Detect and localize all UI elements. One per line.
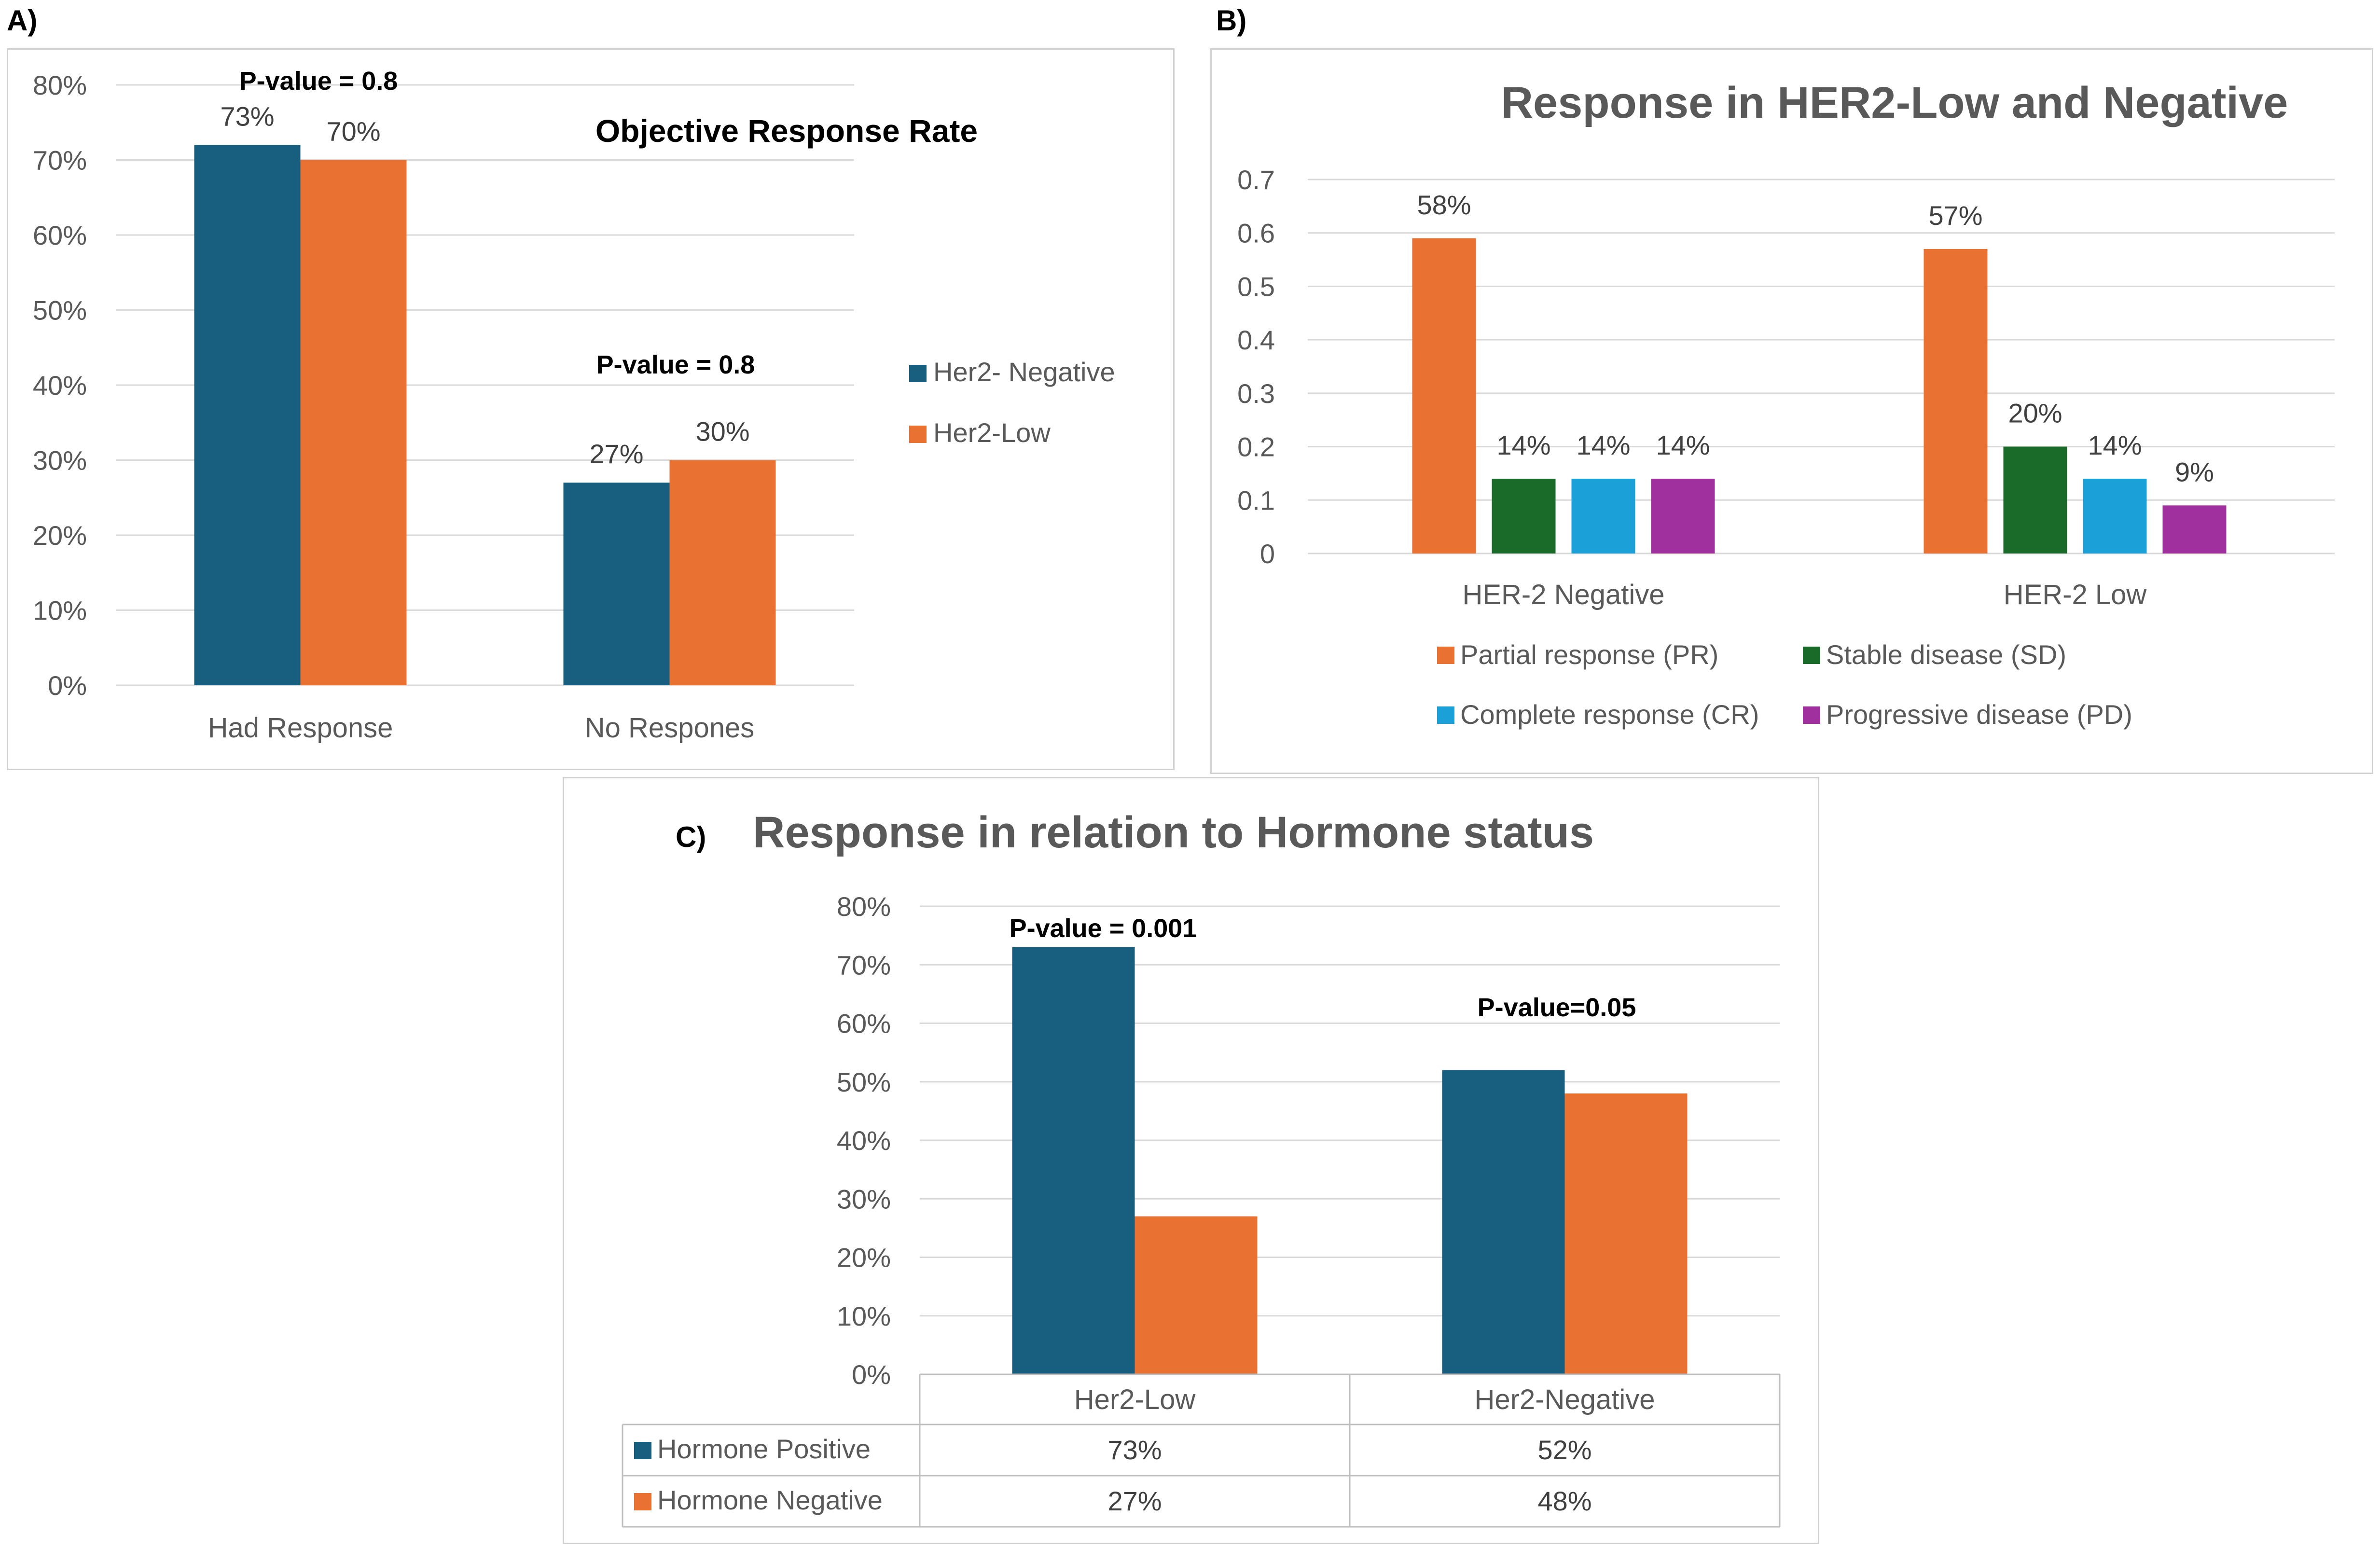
y-tick-label: 10% (837, 1301, 891, 1331)
bar (300, 160, 407, 685)
table-header: Her2-Low (1074, 1384, 1196, 1415)
legend-label: Complete response (CR) (1460, 699, 1759, 730)
data-label: 58% (1417, 190, 1471, 220)
legend-swatch (909, 426, 927, 443)
bar (563, 483, 670, 685)
legend-swatch (1437, 647, 1454, 664)
table-cell: 27% (1107, 1486, 1162, 1516)
data-label: 70% (326, 116, 380, 147)
y-tick-label: 40% (837, 1125, 891, 1156)
legend-label: Her2-Low (933, 417, 1051, 448)
data-label: 73% (220, 101, 274, 131)
y-tick-label: 70% (837, 950, 891, 980)
bar (1442, 1070, 1565, 1374)
legend-swatch (634, 1493, 651, 1510)
bar (669, 460, 776, 685)
data-label: 20% (2008, 398, 2062, 429)
y-tick-label: 10% (33, 595, 87, 626)
data-label: 57% (1928, 200, 1982, 231)
category-label: Had Response (208, 712, 393, 744)
category-label: HER-2 Negative (1462, 579, 1664, 610)
table-cell: 52% (1537, 1435, 1591, 1465)
y-tick-label: 20% (33, 520, 87, 551)
legend-label: Her2- Negative (933, 357, 1115, 387)
y-tick-label: 0.1 (1237, 485, 1275, 515)
y-tick-label: 0.3 (1237, 378, 1275, 409)
panel-b-label: B) (1216, 4, 1247, 37)
y-tick-label: 60% (837, 1009, 891, 1039)
legend-swatch (1437, 706, 1454, 724)
data-label: 14% (2088, 430, 2142, 460)
bar (1651, 479, 1715, 553)
y-tick-label: 0% (852, 1359, 891, 1390)
table-cell: 48% (1537, 1486, 1591, 1516)
bar (2003, 446, 2067, 553)
y-tick-label: 0.2 (1237, 432, 1275, 462)
legend-swatch (634, 1442, 651, 1459)
p-value-annotation: P-value = 0.8 (239, 67, 398, 96)
legend-label: Hormone Positive (657, 1434, 871, 1464)
y-tick-label: 50% (33, 295, 87, 326)
y-tick-label: 0% (48, 670, 87, 701)
y-tick-label: 50% (837, 1067, 891, 1097)
legend-label: Stable disease (SD) (1826, 639, 2066, 670)
legend-swatch (909, 365, 927, 382)
y-tick-label: 30% (837, 1184, 891, 1214)
legend-label: Progressive disease (PD) (1826, 699, 2132, 730)
bar (1564, 1093, 1688, 1374)
p-value-annotation: P-value = 0.001 (1010, 914, 1197, 943)
data-label: 14% (1496, 430, 1550, 460)
bar (2162, 505, 2227, 553)
bar (1492, 479, 1556, 553)
bar (1012, 947, 1135, 1374)
category-label: No Respones (585, 712, 754, 744)
y-tick-label: 60% (33, 220, 87, 250)
legend-label: Partial response (PR) (1460, 639, 1718, 670)
panel-a-label: A) (7, 4, 38, 37)
panel-c-label: C) (676, 821, 706, 853)
p-value-annotation: P-value = 0.8 (596, 350, 755, 379)
bar (1412, 238, 1476, 553)
table-cell: 73% (1107, 1435, 1162, 1465)
chart-title: Objective Response Rate (595, 113, 978, 149)
y-tick-label: 80% (837, 891, 891, 922)
data-label: 14% (1656, 430, 1710, 460)
bar (2083, 479, 2147, 553)
legend-swatch (1803, 706, 1820, 724)
p-value-annotation: P-value=0.05 (1478, 993, 1636, 1022)
legend-label: Hormone Negative (657, 1485, 883, 1515)
bar (1571, 479, 1635, 553)
chart-title: Response in HER2-Low and Negative (1501, 78, 2288, 127)
category-label: HER-2 Low (2004, 579, 2147, 610)
y-tick-label: 0.4 (1237, 325, 1275, 355)
bar (1923, 249, 1988, 553)
y-tick-label: 20% (837, 1243, 891, 1273)
panel-b (1210, 48, 2373, 774)
y-tick-label: 70% (33, 145, 87, 176)
y-tick-label: 40% (33, 370, 87, 401)
data-label: 27% (589, 439, 643, 469)
data-label: 14% (1576, 430, 1630, 460)
data-label: 30% (695, 416, 749, 447)
table-header: Her2-Negative (1475, 1384, 1655, 1415)
y-tick-label: 0.6 (1237, 218, 1275, 249)
y-tick-label: 0.7 (1237, 165, 1275, 195)
y-tick-label: 0.5 (1237, 271, 1275, 302)
chart-title: Response in relation to Hormone status (753, 808, 1594, 857)
bar (194, 145, 301, 685)
legend-swatch (1803, 647, 1820, 664)
y-tick-label: 30% (33, 445, 87, 476)
y-tick-label: 80% (33, 70, 87, 100)
bar (1135, 1216, 1258, 1374)
data-label: 9% (2175, 456, 2214, 487)
y-tick-label: 0 (1260, 539, 1275, 569)
